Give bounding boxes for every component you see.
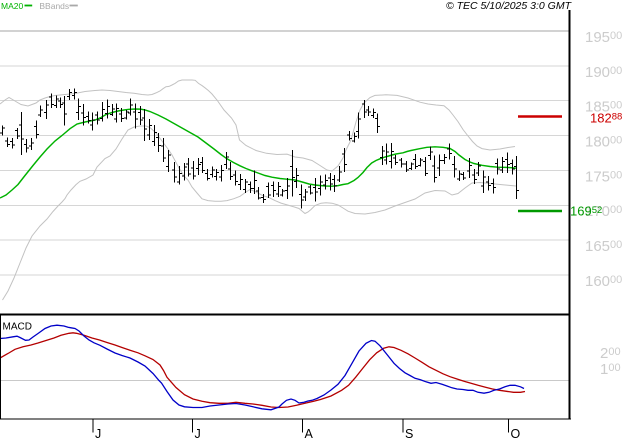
svg-text:19500: 19500 (585, 29, 622, 46)
svg-text:J: J (95, 427, 101, 440)
svg-text:S: S (405, 427, 413, 440)
svg-text:100: 100 (600, 361, 621, 378)
svg-text:17500: 17500 (585, 168, 622, 185)
svg-text:A: A (305, 427, 314, 440)
svg-text:O: O (511, 427, 521, 440)
svg-text:18288: 18288 (590, 110, 622, 125)
svg-text:200: 200 (600, 345, 621, 362)
svg-text:16500: 16500 (585, 238, 622, 255)
svg-text:17000: 17000 (585, 203, 622, 220)
svg-text:16000: 16000 (585, 273, 622, 290)
svg-text:BBands: BBands (39, 1, 69, 11)
svg-text:19000: 19000 (585, 64, 622, 81)
svg-text:18500: 18500 (585, 99, 622, 116)
svg-text:16952: 16952 (570, 204, 602, 219)
svg-text:J: J (195, 427, 201, 440)
svg-text:MACD: MACD (3, 322, 32, 333)
svg-text:© TEC 5/10/2025 3:0 GMT: © TEC 5/10/2025 3:0 GMT (446, 0, 573, 12)
svg-text:MA20: MA20 (1, 1, 23, 11)
svg-text:18000: 18000 (585, 134, 622, 151)
